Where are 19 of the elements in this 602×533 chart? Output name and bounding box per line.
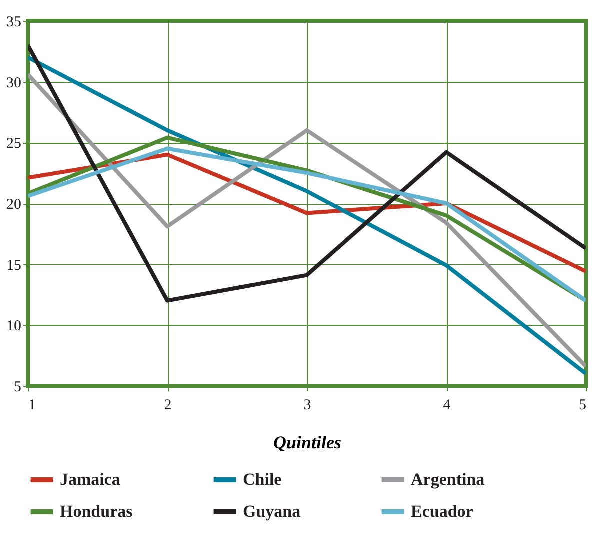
x-tick-label: 1 [28,398,36,414]
y-tick-label: 35 [6,14,22,30]
x-tick-label: 2 [164,398,172,414]
x-tick-label: 5 [579,398,586,414]
legend-label: Honduras [60,502,134,521]
legend-label: Ecuador [411,502,474,521]
legend-label: Argentina [411,470,486,489]
y-tick-label: 25 [6,136,22,152]
y-tick-label: 15 [6,258,22,274]
x-axis-title: Quintiles [273,432,342,452]
y-tick-label: 30 [6,75,22,92]
x-tick-label: 3 [304,398,312,414]
legend-label: Chile [243,470,282,489]
y-tick-label: 20 [6,197,22,213]
x-tick-label: 4 [443,398,452,414]
y-tick-label: 10 [6,318,22,335]
y-tick-label: 5 [14,380,22,396]
legend-label: Jamaica [60,470,121,489]
legend-label: Guyana [243,502,302,521]
